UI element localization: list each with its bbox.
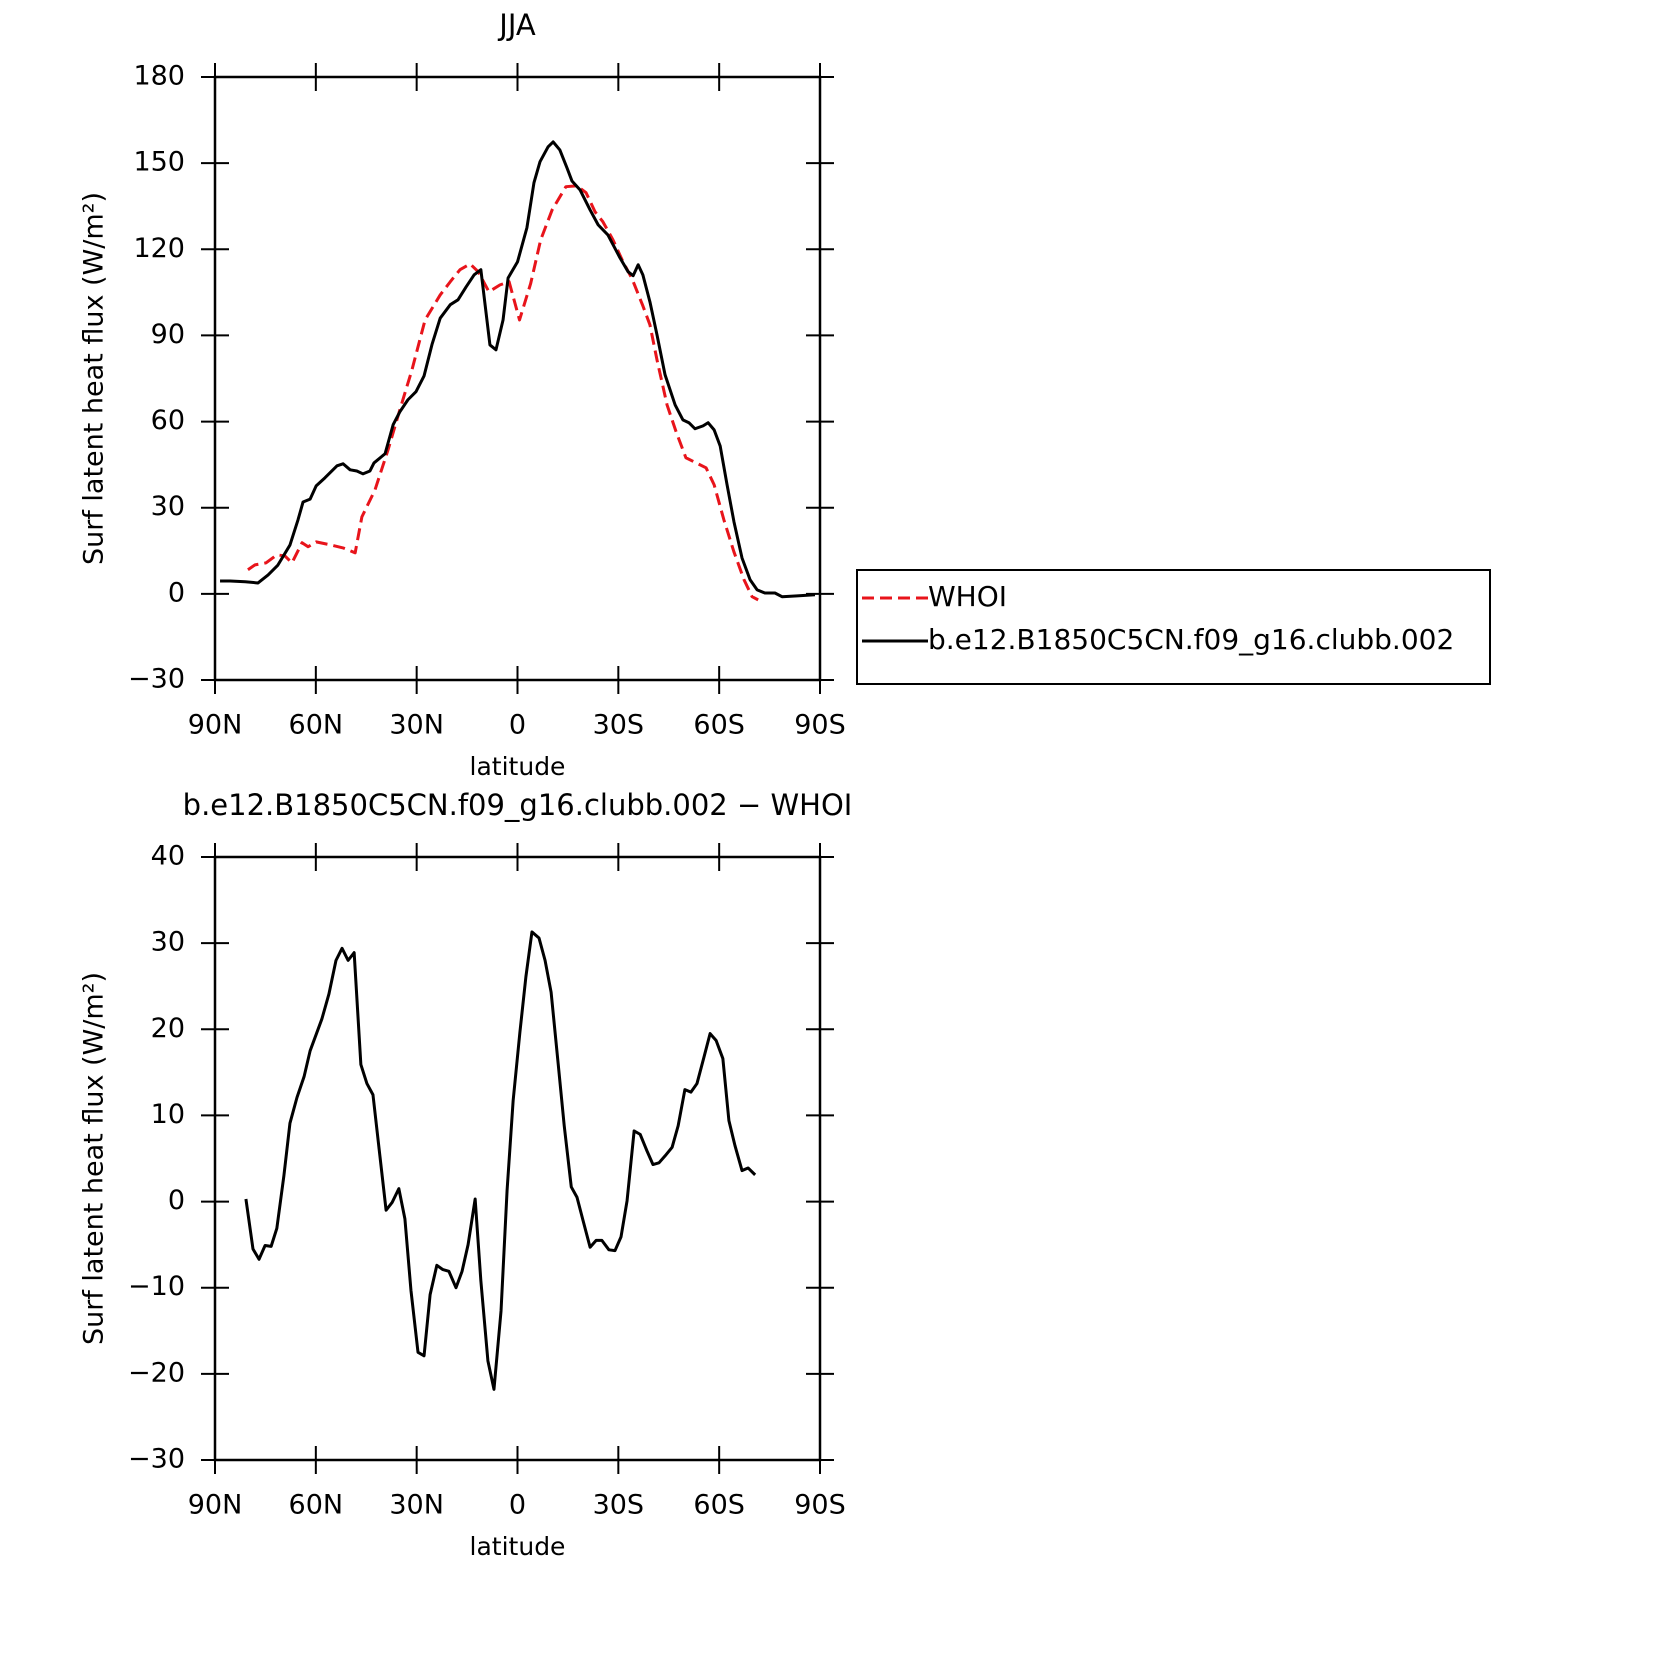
y-tick-label: 30 — [151, 491, 185, 522]
y-tick-label: 0 — [168, 577, 185, 608]
plot-frame — [213, 75, 822, 682]
y-tick-label: −20 — [128, 1357, 185, 1388]
chart-title: JJA — [497, 8, 536, 42]
y-tick-label: 180 — [133, 61, 185, 92]
y-tick-label: 20 — [151, 1013, 185, 1044]
data-line — [244, 930, 757, 1391]
x-tick-label: 30S — [593, 710, 645, 741]
y-tick-label: 0 — [168, 1185, 185, 1216]
x-tick-label: 60S — [693, 710, 745, 741]
y-axis-label: Surf latent heat flux (W/m²) — [79, 972, 110, 1345]
plot-frame — [213, 855, 822, 1462]
legend-box — [856, 569, 1491, 685]
legend-label: b.e12.B1850C5CN.f09_g16.clubb.002 — [928, 623, 1454, 656]
x-tick-label: 60S — [693, 1490, 745, 1521]
x-tick-label: 90N — [188, 710, 243, 741]
y-tick-label: 60 — [151, 405, 185, 436]
y-tick-label: −10 — [128, 1271, 185, 1302]
y-tick-label: −30 — [128, 664, 185, 695]
x-tick-label: 0 — [509, 710, 526, 741]
x-tick-label: 90N — [188, 1490, 243, 1521]
x-axis-label: latitude — [470, 1532, 566, 1561]
chart-title: b.e12.B1850C5CN.f09_g16.clubb.002 − WHOI — [183, 788, 853, 822]
x-tick-label: 60N — [289, 710, 344, 741]
y-tick-label: 30 — [151, 927, 185, 958]
data-line — [247, 184, 759, 602]
x-tick-label: 30N — [389, 710, 444, 741]
x-tick-label: 90S — [794, 1490, 846, 1521]
x-tick-label: 90S — [794, 710, 846, 741]
y-tick-label: 150 — [133, 147, 185, 178]
y-tick-label: −30 — [128, 1444, 185, 1475]
legend-label: WHOI — [928, 580, 1007, 613]
x-axis-label: latitude — [470, 752, 566, 781]
y-tick-label: 10 — [151, 1099, 185, 1130]
x-tick-label: 0 — [509, 1490, 526, 1521]
x-tick-label: 30N — [389, 1490, 444, 1521]
x-tick-label: 30S — [593, 1490, 645, 1521]
data-line — [220, 140, 816, 599]
y-tick-label: 90 — [151, 319, 185, 350]
y-axis-label: Surf latent heat flux (W/m²) — [79, 192, 110, 565]
y-tick-label: 120 — [133, 233, 185, 264]
x-tick-label: 60N — [289, 1490, 344, 1521]
y-tick-label: 40 — [151, 841, 185, 872]
